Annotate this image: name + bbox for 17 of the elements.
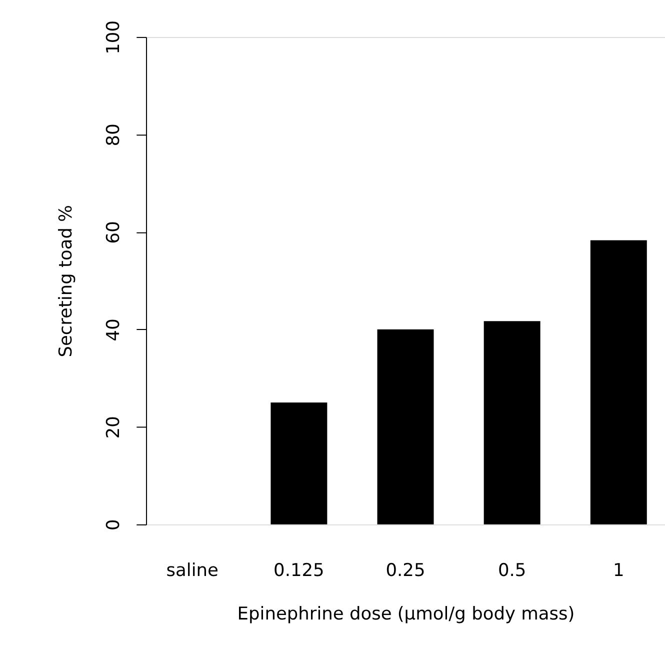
- x-tick-label: 0.5: [498, 561, 526, 582]
- x-tick-label: 0.125: [274, 561, 324, 582]
- bar: [484, 321, 540, 524]
- y-axis-title: Secreting toad %: [56, 205, 77, 358]
- x-tick-label: 1: [612, 561, 624, 582]
- y-tick-label: 40: [104, 318, 124, 342]
- y-tick-label: 20: [104, 416, 124, 439]
- y-tick-label: 60: [104, 221, 124, 244]
- y-tick-label: 0: [104, 519, 124, 531]
- y-tick-label: 80: [104, 124, 124, 146]
- bar: [590, 240, 647, 524]
- x-tick-label: saline: [166, 561, 218, 582]
- y-tick-label: 100: [104, 20, 124, 54]
- bar: [270, 402, 328, 524]
- x-axis-title: Epinephrine dose (µmol/g body mass): [237, 604, 575, 625]
- bar: [377, 329, 434, 524]
- x-tick-label: 0.25: [386, 561, 426, 582]
